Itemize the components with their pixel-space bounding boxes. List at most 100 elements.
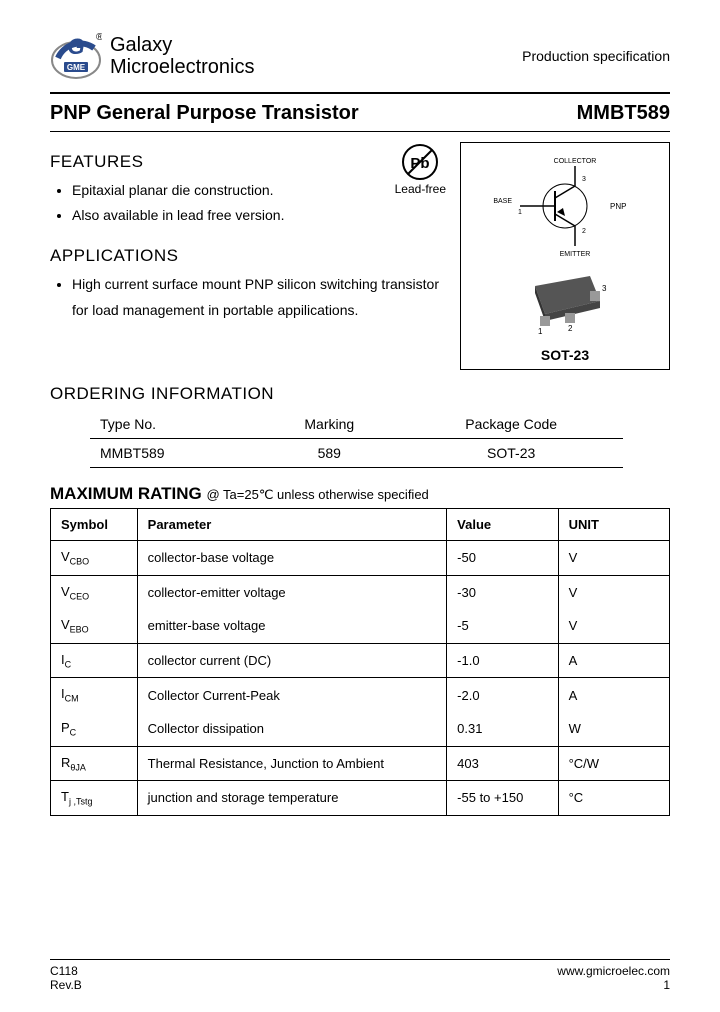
applications-heading: APPLICATIONS xyxy=(50,246,446,266)
cell-unit: V xyxy=(558,541,669,576)
feature-item: Epitaxial planar die construction. xyxy=(72,178,377,203)
applications-list: High current surface mount PNP silicon s… xyxy=(50,272,446,322)
cell-unit: A xyxy=(558,643,669,678)
footer-url: www.gmicroelec.com xyxy=(557,964,670,978)
ordering-heading: ORDERING INFORMATION xyxy=(50,384,670,404)
cell-symbol: VEBO xyxy=(51,609,138,643)
ordering-table: Type No. Marking Package Code MMBT589 58… xyxy=(90,410,623,468)
col-header: Type No. xyxy=(90,410,259,439)
col-header: UNIT xyxy=(558,509,669,541)
table-row: VCEOcollector-emitter voltage-30V xyxy=(51,575,670,609)
logo-block: G GME ® Galaxy Microelectronics xyxy=(50,30,254,82)
lead-free-icon: Pb xyxy=(400,142,440,182)
svg-text:COLLECTOR: COLLECTOR xyxy=(554,158,597,165)
svg-text:1: 1 xyxy=(538,327,543,336)
cell-param: collector current (DC) xyxy=(137,643,447,678)
cell: 589 xyxy=(259,439,399,468)
cell-symbol: Tj ,Tstg xyxy=(51,781,138,816)
cell-value: -50 xyxy=(447,541,558,576)
table-row: RθJAThermal Resistance, Junction to Ambi… xyxy=(51,746,670,781)
cell-symbol: ICM xyxy=(51,678,138,712)
cell-symbol: IC xyxy=(51,643,138,678)
features-list: Epitaxial planar die construction. Also … xyxy=(50,178,377,228)
feature-item: Also available in lead free version. xyxy=(72,203,377,228)
cell-param: Collector dissipation xyxy=(137,712,447,746)
divider xyxy=(50,959,670,960)
header: G GME ® Galaxy Microelectronics Producti… xyxy=(50,30,670,82)
cell-value: -1.0 xyxy=(447,643,558,678)
gme-logo-icon: G GME ® xyxy=(50,30,102,82)
cell-param: Collector Current-Peak xyxy=(137,678,447,712)
divider xyxy=(50,92,670,94)
lead-free-block: Pb Lead-free xyxy=(395,142,446,196)
application-item: High current surface mount PNP silicon s… xyxy=(72,272,446,322)
footer-rev: Rev.B xyxy=(50,978,82,992)
col-header: Marking xyxy=(259,410,399,439)
max-rating-heading: MAXIMUM RATING @ Ta=25℃ unless otherwise… xyxy=(50,484,670,504)
col-header: Parameter xyxy=(137,509,447,541)
cell-symbol: VCEO xyxy=(51,575,138,609)
svg-text:3: 3 xyxy=(602,284,607,293)
svg-text:®: ® xyxy=(96,32,102,43)
package-label: SOT-23 xyxy=(467,347,663,363)
table-row: ICMCollector Current-Peak-2.0A xyxy=(51,678,670,712)
svg-text:GME: GME xyxy=(67,63,86,72)
part-number: MMBT589 xyxy=(577,102,670,125)
cell-value: -55 to +150 xyxy=(447,781,558,816)
table-row: MMBT589 589 SOT-23 xyxy=(90,439,623,468)
svg-text:1: 1 xyxy=(518,209,522,216)
svg-text:EMITTER: EMITTER xyxy=(560,251,591,258)
footer-code: C118 xyxy=(50,964,82,978)
table-row: VCBOcollector-base voltage-50V xyxy=(51,541,670,576)
features-heading: FEATURES xyxy=(50,152,377,172)
svg-text:BASE: BASE xyxy=(493,198,512,205)
cell-unit: V xyxy=(558,609,669,643)
sot23-icon: 1 2 3 xyxy=(510,266,620,336)
cell-unit: W xyxy=(558,712,669,746)
company-line1: Galaxy xyxy=(110,34,254,56)
svg-text:3: 3 xyxy=(582,176,586,183)
cell-value: 403 xyxy=(447,746,558,781)
max-condition: @ Ta=25℃ unless otherwise specified xyxy=(206,487,428,502)
cell-param: collector-base voltage xyxy=(137,541,447,576)
cell-unit: V xyxy=(558,575,669,609)
cell: SOT-23 xyxy=(399,439,623,468)
cell-param: collector-emitter voltage xyxy=(137,575,447,609)
cell-symbol: VCBO xyxy=(51,541,138,576)
spec-label: Production specification xyxy=(522,48,670,64)
cell-value: -5 xyxy=(447,609,558,643)
cell: MMBT589 xyxy=(90,439,259,468)
col-header: Value xyxy=(447,509,558,541)
left-column: FEATURES Epitaxial planar die constructi… xyxy=(50,142,446,370)
lead-free-label: Lead-free xyxy=(395,182,446,196)
svg-text:PNP: PNP xyxy=(610,202,626,211)
cell-param: emitter-base voltage xyxy=(137,609,447,643)
table-row: ICcollector current (DC)-1.0A xyxy=(51,643,670,678)
product-title: PNP General Purpose Transistor xyxy=(50,102,359,125)
cell-symbol: RθJA xyxy=(51,746,138,781)
svg-text:2: 2 xyxy=(568,324,573,333)
col-header: Package Code xyxy=(399,410,623,439)
package-box: COLLECTOR BASE EMITTER PNP 1 2 3 1 2 3 S… xyxy=(460,142,670,370)
top-content: FEATURES Epitaxial planar die constructi… xyxy=(50,142,670,370)
svg-text:2: 2 xyxy=(582,228,586,235)
table-row: Type No. Marking Package Code xyxy=(90,410,623,439)
cell-param: junction and storage temperature xyxy=(137,781,447,816)
cell-unit: A xyxy=(558,678,669,712)
company-name: Galaxy Microelectronics xyxy=(110,34,254,78)
cell-unit: °C xyxy=(558,781,669,816)
col-header: Symbol xyxy=(51,509,138,541)
divider xyxy=(50,131,670,132)
table-row: Tj ,Tstgjunction and storage temperature… xyxy=(51,781,670,816)
svg-text:Pb: Pb xyxy=(411,155,430,172)
table-row: VEBOemitter-base voltage-5V xyxy=(51,609,670,643)
footer: C118 Rev.B www.gmicroelec.com 1 xyxy=(50,959,670,992)
table-header-row: Symbol Parameter Value UNIT xyxy=(51,509,670,541)
cell-unit: °C/W xyxy=(558,746,669,781)
company-line2: Microelectronics xyxy=(110,56,254,78)
table-row: PCCollector dissipation0.31W xyxy=(51,712,670,746)
cell-param: Thermal Resistance, Junction to Ambient xyxy=(137,746,447,781)
cell-symbol: PC xyxy=(51,712,138,746)
max-rating-table: Symbol Parameter Value UNIT VCBOcollecto… xyxy=(50,508,670,816)
svg-text:G: G xyxy=(67,34,84,59)
